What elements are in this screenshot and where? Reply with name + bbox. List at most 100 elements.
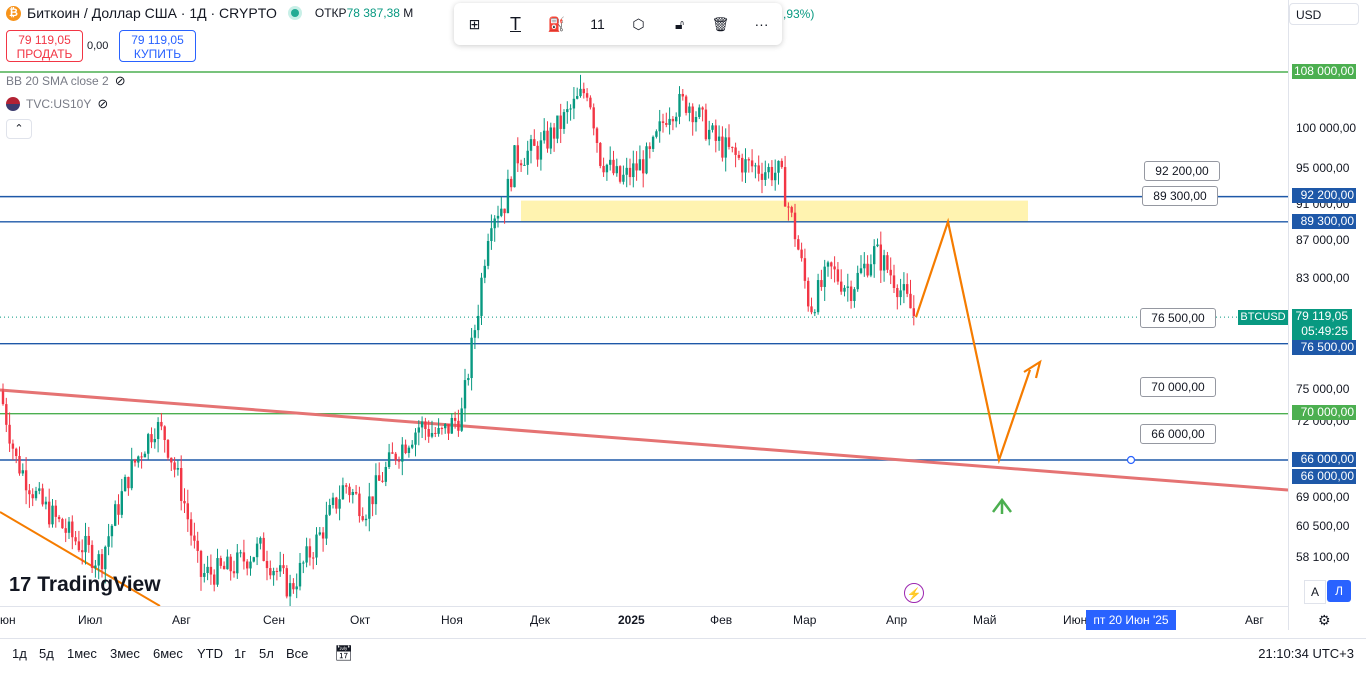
range-button-8[interactable]: 5л [259,646,274,661]
candle-body [368,496,371,519]
price-tick: 87 000,00 [1296,233,1350,247]
candle-body [767,166,770,173]
range-button-6[interactable]: YTD [197,646,223,661]
candle-body [275,570,279,572]
month-tick: Фев [710,613,733,627]
callout-76500[interactable]: 76 500,00 [1140,308,1216,328]
candle-body [117,504,120,515]
range-button-7[interactable]: 1г [234,646,246,661]
range-button-3[interactable]: 1мес [67,646,97,661]
market-status-icon[interactable] [290,9,299,17]
candle-body [675,116,678,122]
candle-body [335,497,338,509]
price-tick: 100 000,00 [1296,121,1357,135]
candle-body [351,491,354,496]
range-button-2[interactable]: 5д [39,646,54,661]
callout-70000[interactable]: 70 000,00 [1140,377,1216,397]
candle-body [414,432,417,445]
candle-body [440,427,444,429]
candle-body [807,280,810,307]
candle-body [272,570,275,576]
indicator-bb[interactable]: BB 20 SMA close 2 ⊘ [6,73,126,89]
candle-body [384,466,387,482]
tradingview-logo[interactable]: 17 TradingView [9,573,161,597]
candle-body [764,172,767,180]
open-value: 78 387,38 [346,6,400,20]
bar-countdown: 05:49:25 [1301,324,1348,338]
hexagon-icon[interactable]: ⬡ [632,15,645,32]
month-tick: Окт [350,613,371,627]
font-size-button[interactable]: 11 [590,16,605,32]
eye-hidden-icon[interactable]: ⊘ [97,96,109,111]
candle-body [760,173,764,180]
month-tick: Дек [530,613,551,627]
month-tick: Авг [1245,613,1264,627]
trash-icon[interactable]: 🗑︎ [711,15,730,32]
price-label-66000-alt: 66 000,00 [1292,469,1356,484]
candle-body [206,566,209,573]
candle-body [585,93,589,98]
candle-body [302,562,305,564]
candle-body [694,117,698,123]
candle-body [602,165,605,173]
range-button-4[interactable]: 3мес [110,646,140,661]
text-icon[interactable]: T [510,13,521,34]
candle-body [391,452,394,454]
candle-body [420,421,424,428]
candle-body [876,244,879,247]
candle-body [229,556,232,572]
range-button-5[interactable]: 6мес [153,646,183,661]
more-icon[interactable]: ··· [754,16,769,32]
fill-icon[interactable]: ⛽ [547,15,566,32]
candle-body [820,280,823,287]
candle-body [549,127,552,149]
auto-scale-button[interactable]: A [1304,580,1326,604]
callout-89300[interactable]: 89 300,00 [1142,186,1218,206]
lock-icon[interactable]: 🔓︎ [674,15,685,32]
gear-icon[interactable]: ⚙ [1318,612,1331,628]
candle-body [572,98,576,109]
eye-hidden-icon[interactable]: ⊘ [114,73,126,88]
indicator-us10y[interactable]: TVC:US10Y ⊘ [6,96,108,112]
sell-button[interactable]: 79 119,05 ПРОДАТЬ [6,30,83,62]
candle-body [708,129,711,140]
candle-body [869,264,873,276]
candle-body [143,453,147,458]
candle-body [800,249,803,259]
range-button-1[interactable]: 1д [12,646,27,661]
collapse-legend-button[interactable]: ⌃ [6,119,32,139]
candle-body [684,96,688,113]
candle-body [404,444,407,454]
price-chart[interactable] [0,0,1288,606]
calendar-icon[interactable]: 📅︎ [334,645,354,662]
candle-body [57,516,61,520]
grid-icon[interactable]: ⊞ [468,15,481,32]
candle-body [556,115,559,139]
range-button-9[interactable]: Все [286,646,309,661]
month-tick: Мар [793,613,817,627]
sell-label: ПРОДАТЬ [16,47,73,61]
current-price: 79 119,05 [1295,309,1349,323]
log-scale-button[interactable]: Л [1327,580,1351,602]
buy-button[interactable]: 79 119,05 КУПИТЬ [119,30,196,62]
indicator-bb-label: BB 20 SMA close 2 [6,74,109,88]
candle-body [642,159,645,174]
candle-body [147,434,150,454]
candle-body [701,107,704,110]
candle-body [41,488,44,505]
candle-body [51,505,54,525]
candle-body [906,284,909,294]
candle-body [381,480,384,482]
symbol-title[interactable]: Биткоин / Доллар США · 1Д · CRYPTO [27,5,277,21]
candle-body [859,268,863,273]
time-axis[interactable] [0,606,1288,634]
callout-92200[interactable]: 92 200,00 [1144,161,1220,181]
callout-66000[interactable]: 66 000,00 [1140,424,1216,444]
candle-body [866,263,869,276]
lightning-icon[interactable]: ⚡ [904,583,924,603]
candle-body [467,378,470,381]
candle-body [199,550,203,577]
candle-body [793,212,797,240]
symbol-row[interactable]: ₿ Биткоин / Доллар США · 1Д · CRYPTO ОТК… [6,5,413,21]
currency-select[interactable]: USD [1289,3,1359,25]
